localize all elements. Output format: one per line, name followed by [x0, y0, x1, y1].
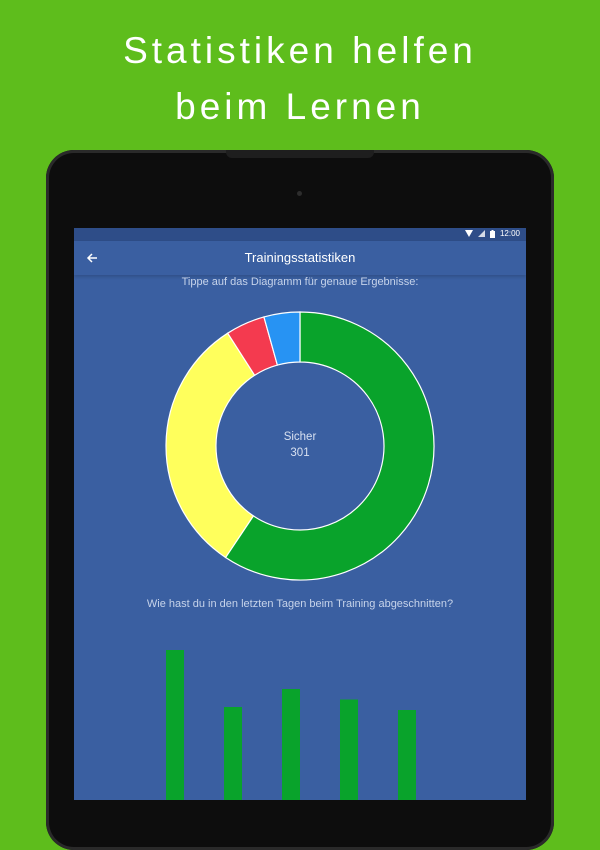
training-bar-5[interactable] — [398, 710, 416, 800]
tablet-notch — [226, 150, 374, 158]
promo-headline-line2: beim Lernen — [175, 86, 425, 127]
donut-segment-2[interactable] — [165, 332, 256, 559]
app-screen: 12:00 Trainingsstatistiken Tippe auf das… — [74, 228, 526, 800]
donut-center-value: 301 — [290, 447, 310, 459]
app-bar: Trainingsstatistiken — [74, 241, 526, 275]
results-donut-chart[interactable]: Sicher 301 — [162, 308, 438, 584]
wifi-icon — [464, 230, 473, 237]
signal-icon — [477, 230, 485, 237]
donut-segment-1[interactable] — [224, 311, 435, 581]
chart-hint-text: Tippe auf das Diagramm für genaue Ergebn… — [181, 276, 419, 288]
training-bar-1[interactable] — [166, 650, 184, 800]
training-bar-4[interactable] — [340, 699, 358, 801]
donut-center-title: Sicher — [283, 431, 317, 443]
training-bar-chart[interactable] — [74, 628, 526, 800]
donut-segment-4[interactable] — [263, 311, 301, 366]
status-time: 12:00 — [499, 229, 520, 238]
back-button[interactable] — [82, 248, 102, 268]
promo-headline-line1: Statistiken helfen — [123, 30, 477, 71]
status-bar: 12:00 — [74, 228, 526, 241]
training-question-text: Wie hast du in den letzten Tagen beim Tr… — [146, 598, 454, 610]
training-bar-3[interactable] — [282, 689, 300, 800]
training-bar-2[interactable] — [224, 707, 242, 800]
camera-icon — [297, 191, 302, 196]
arrow-left-icon — [86, 253, 97, 263]
page-title: Trainingsstatistiken — [244, 250, 356, 265]
battery-icon — [489, 229, 495, 238]
